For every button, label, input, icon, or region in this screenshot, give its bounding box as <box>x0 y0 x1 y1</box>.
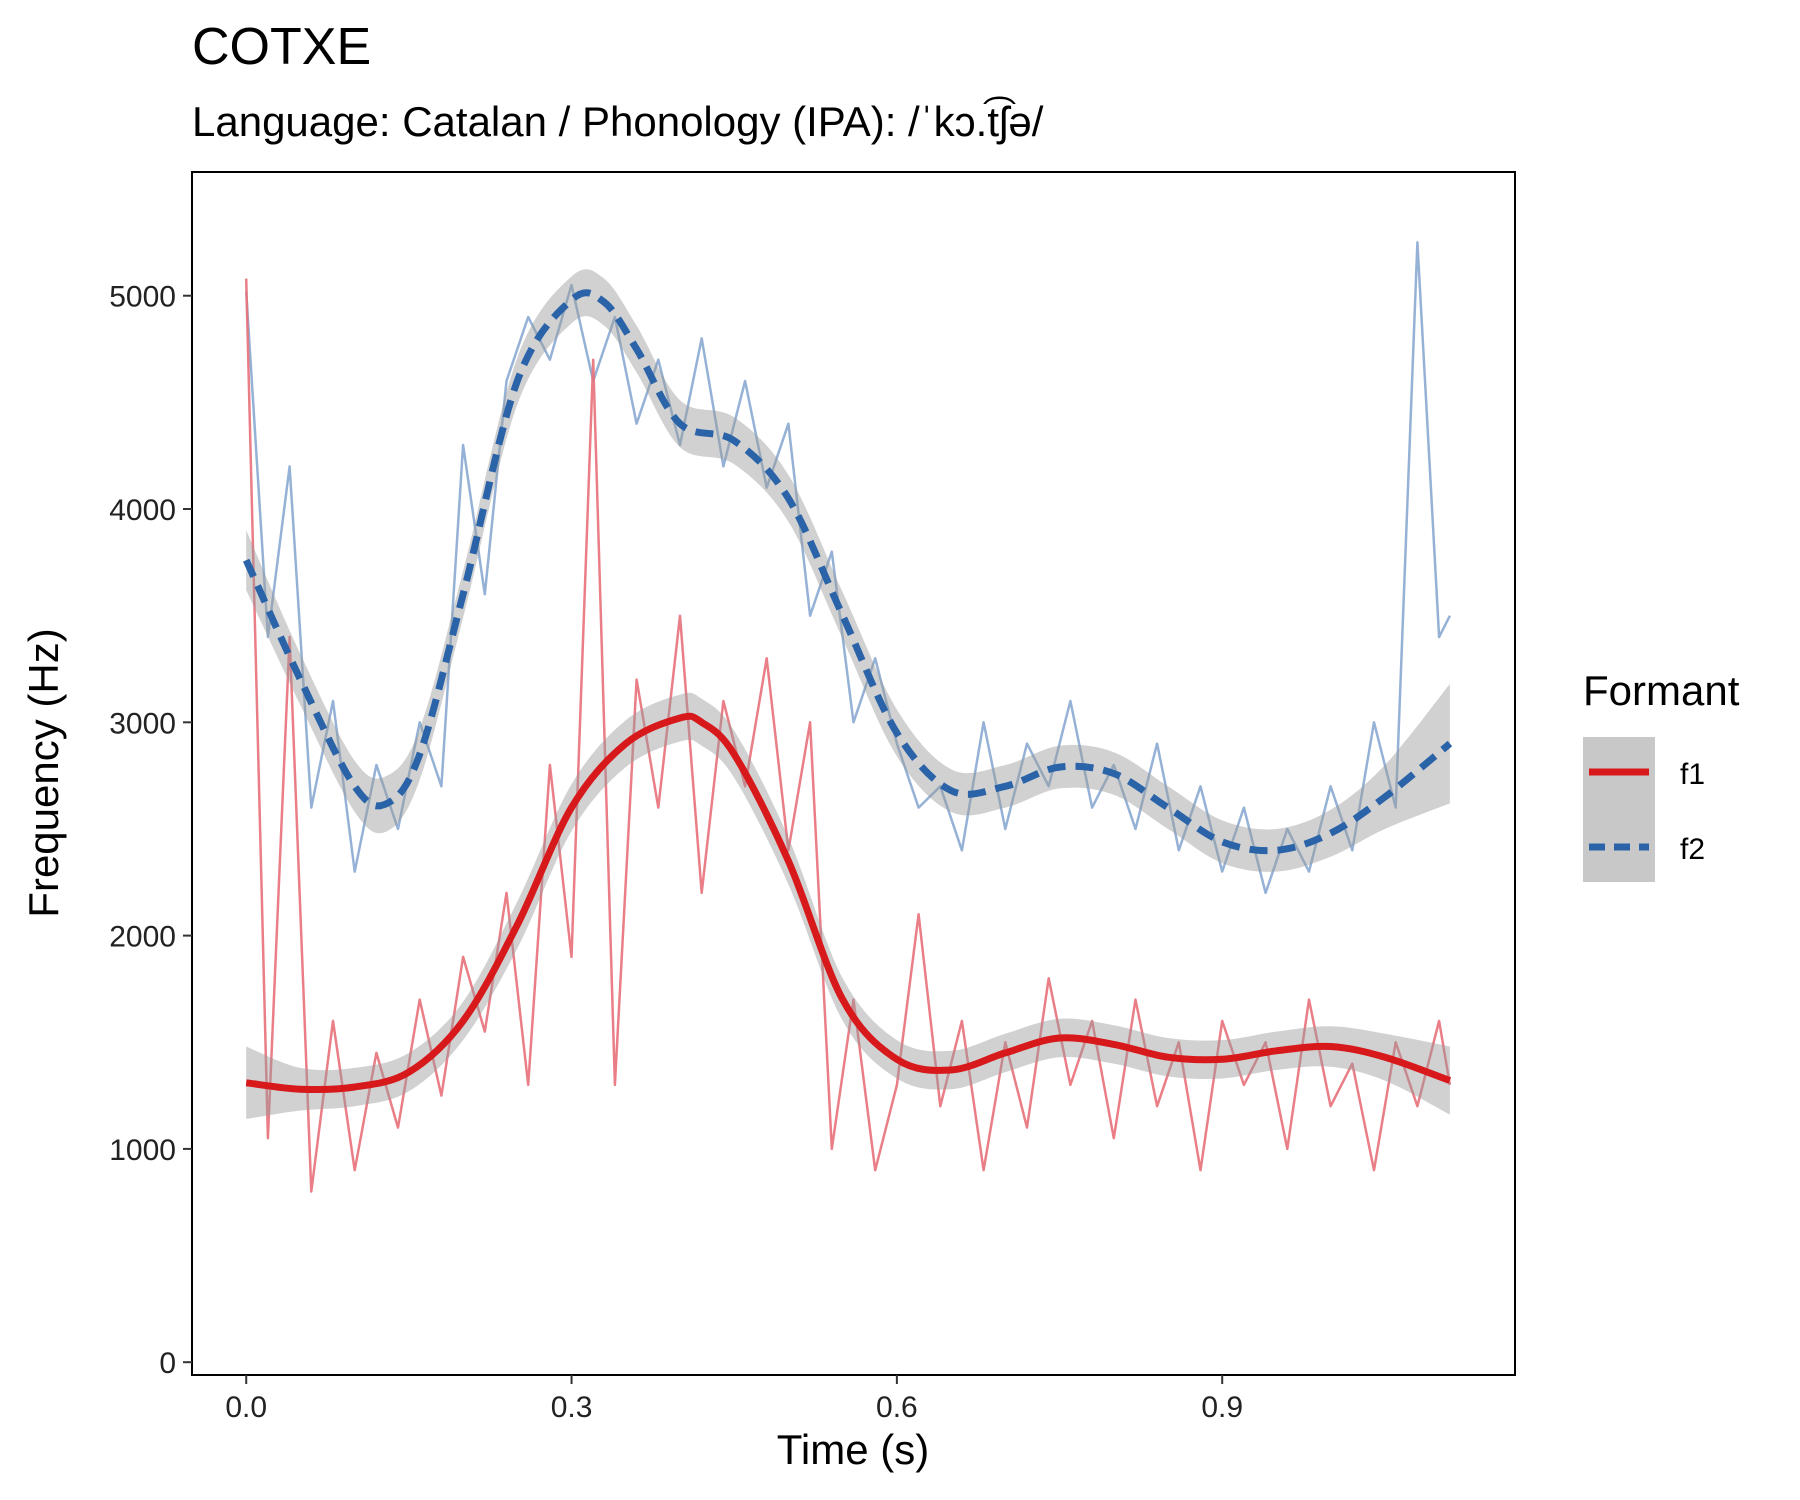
y-tick-label: 0 <box>159 1347 176 1380</box>
x-axis-title: Time (s) <box>777 1426 929 1473</box>
y-axis-title: Frequency (Hz) <box>20 628 67 917</box>
legend-key-background <box>1583 737 1655 882</box>
y-axis: 0 1000 2000 3000 4000 5000 <box>109 281 192 1380</box>
legend-title: Formant <box>1583 667 1740 714</box>
confidence-bands <box>246 269 1450 1119</box>
chart-title: COTXE <box>192 18 371 76</box>
plot-panel <box>191 171 1516 1376</box>
ci-band-f2 <box>246 269 1450 872</box>
y-tick-label: 3000 <box>109 707 176 740</box>
chart-subtitle: Language: Catalan / Phonology (IPA): /ˈk… <box>192 95 1044 145</box>
x-tick-label: 0.3 <box>551 1391 593 1424</box>
raw-trace-f2 <box>244 241 1452 895</box>
ci-band-f1 <box>246 692 1450 1119</box>
legend: Formant f1 f2 <box>1583 667 1740 882</box>
x-axis: 0.0 0.3 0.6 0.9 <box>225 1375 1243 1424</box>
smoothed-formant-lines <box>243 289 1453 1094</box>
y-tick-label: 4000 <box>109 494 176 527</box>
x-tick-label: 0.9 <box>1201 1391 1243 1424</box>
smooth-line-f2 <box>243 289 1453 855</box>
x-tick-label: 0.6 <box>876 1391 918 1424</box>
smooth-line-f1 <box>245 712 1452 1094</box>
x-tick-label: 0.0 <box>225 1391 267 1424</box>
y-tick-label: 1000 <box>109 1134 176 1167</box>
y-tick-label: 5000 <box>109 281 176 314</box>
y-tick-label: 2000 <box>109 921 176 954</box>
legend-label-f1: f1 <box>1680 758 1705 791</box>
legend-label-f2: f2 <box>1680 833 1705 866</box>
